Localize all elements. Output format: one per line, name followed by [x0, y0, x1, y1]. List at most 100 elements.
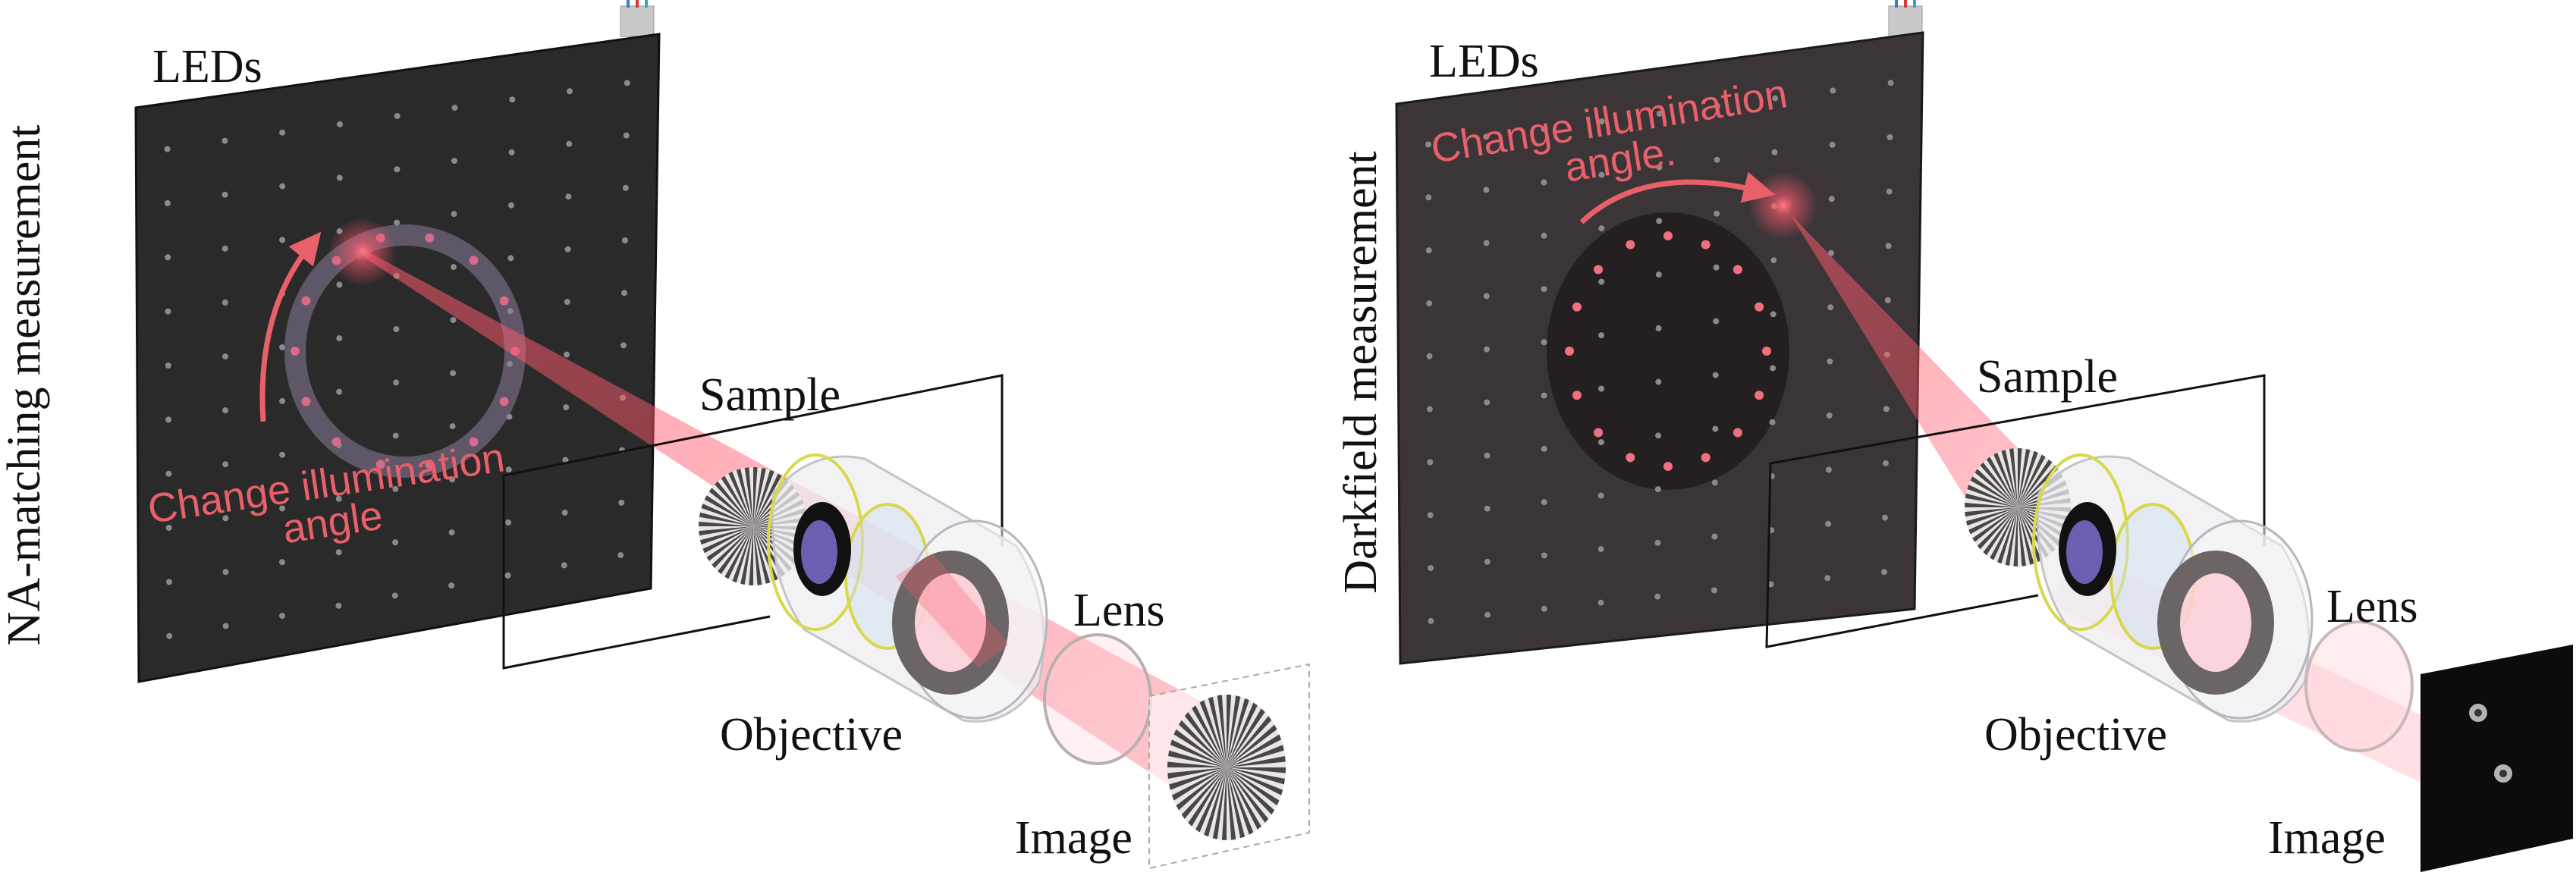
led-dot: [221, 245, 228, 252]
star-spoke: [2018, 507, 2034, 565]
led-dot: [1597, 492, 1604, 499]
led-dot: [1597, 599, 1604, 606]
star-spoke: [1227, 767, 1269, 823]
ring-led-dot: [1733, 428, 1742, 438]
star-spoke: [1227, 708, 1265, 767]
led-dot: [624, 80, 630, 86]
na-matching-panel: NA-matching measurement LEDs Change illu…: [0, 0, 1310, 870]
star-spoke: [2018, 507, 2042, 563]
objective: [767, 453, 1048, 723]
led-dot: [621, 237, 628, 243]
objective: [2032, 453, 2314, 723]
led-dot: [451, 264, 457, 271]
star-spoke: [2018, 507, 2026, 566]
darkfield-image: [2420, 645, 2573, 872]
led-dot: [1883, 406, 1890, 413]
star-spoke: [1188, 767, 1227, 827]
star-spoke: [1227, 767, 1285, 785]
ring-led-dot: [301, 397, 311, 406]
rotation-arrow: [1579, 171, 1776, 224]
led-dot: [1770, 365, 1776, 372]
led-dot: [392, 432, 399, 439]
led-dot: [279, 237, 286, 243]
star-spoke: [1997, 507, 2018, 564]
star-spoke: [1167, 761, 1227, 767]
star-spoke: [1983, 507, 2018, 556]
star-spoke: [1168, 750, 1227, 767]
star-spoke: [1184, 712, 1227, 767]
led-dot: [1425, 194, 1432, 201]
led-dot: [561, 562, 567, 569]
led-dot: [1828, 196, 1835, 202]
led-dot: [279, 397, 286, 404]
led-dot: [1484, 346, 1490, 353]
led-dot: [1772, 95, 1779, 102]
light-beam: [1780, 203, 2054, 531]
led-dot: [1541, 179, 1547, 186]
ring-led-dot: [1733, 265, 1742, 275]
led-dot: [165, 308, 171, 315]
star-spoke: [1169, 767, 1227, 790]
star-spoke: [704, 495, 753, 526]
ring-led-dot: [1762, 347, 1771, 356]
ring-led-dot: [1663, 462, 1673, 471]
led-dot: [620, 342, 627, 349]
star-spoke: [1227, 702, 1258, 767]
led-dot: [1655, 325, 1662, 331]
led-dot: [1425, 141, 1431, 148]
led-dot: [1541, 605, 1547, 612]
led-dot: [1484, 505, 1491, 512]
led-dot: [1829, 141, 1836, 148]
led-dot: [1427, 459, 1434, 466]
led-dot: [1541, 499, 1547, 506]
ring-led-dot: [1572, 302, 1582, 312]
led-dot: [1881, 569, 1887, 576]
star-spoke: [1171, 767, 1227, 801]
led-dot: [1598, 118, 1605, 125]
led-dot: [1713, 318, 1720, 325]
ring-led-dot: [1565, 347, 1574, 356]
star-spoke: [1227, 767, 1286, 773]
ring-led-dot: [1594, 265, 1604, 275]
led-dot: [222, 407, 229, 414]
star-spoke: [1227, 724, 1277, 767]
led-grid: [164, 80, 630, 639]
star-spoke: [749, 526, 753, 585]
led-dot: [1827, 358, 1833, 365]
star-spoke: [1990, 507, 2018, 560]
ring-led-dot: [331, 437, 341, 447]
led-dot: [1483, 187, 1490, 193]
star-spoke: [2018, 450, 2038, 507]
led-dot: [1484, 452, 1491, 459]
led-dot: [508, 202, 514, 209]
darkfield-panel: Darkfield measurement LEDs Change illumi…: [1335, 0, 2573, 872]
led-dot: [1825, 466, 1832, 473]
side-label: Darkfield measurement: [1335, 151, 1387, 594]
led-dot: [221, 191, 228, 198]
led-dot: [509, 96, 516, 103]
star-spoke: [1227, 695, 1241, 767]
led-dot: [1886, 134, 1893, 140]
star-spoke: [1227, 716, 1272, 767]
led-dot: [1541, 126, 1547, 133]
led-dot: [335, 495, 342, 502]
led-dot: [279, 344, 286, 350]
led-dot: [1541, 392, 1547, 399]
star-spoke: [2018, 465, 2059, 507]
star-spoke: [699, 521, 753, 526]
led-dot: [565, 193, 572, 200]
image-label: Image: [2268, 812, 2386, 864]
led-dot: [1886, 188, 1893, 195]
led-dot: [393, 326, 400, 333]
star-spoke: [700, 526, 753, 545]
led-dot: [392, 485, 399, 492]
star-spoke: [708, 488, 753, 526]
led-dot: [1830, 87, 1836, 94]
star-spoke: [1204, 767, 1227, 837]
led-dot: [166, 632, 173, 639]
led-dot: [221, 137, 228, 144]
led-dot: [1769, 419, 1776, 425]
ring-led-dot: [1572, 391, 1582, 400]
ring-led-dot: [469, 256, 479, 265]
led-dot: [1426, 300, 1433, 306]
